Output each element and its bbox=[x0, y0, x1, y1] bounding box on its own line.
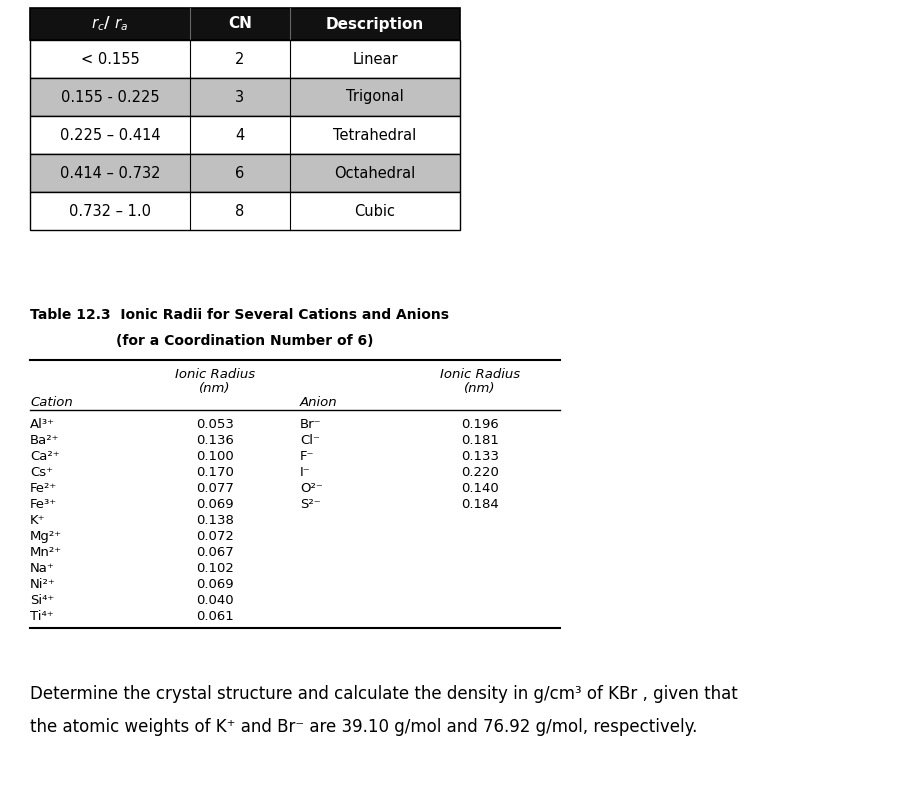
Text: Ti⁴⁺: Ti⁴⁺ bbox=[30, 610, 54, 623]
Text: Si⁴⁺: Si⁴⁺ bbox=[30, 594, 54, 607]
Text: Trigonal: Trigonal bbox=[346, 89, 404, 105]
Text: Fe³⁺: Fe³⁺ bbox=[30, 498, 57, 511]
Text: the atomic weights of K⁺ and Br⁻ are 39.10 g/mol and 76.92 g/mol, respectively.: the atomic weights of K⁺ and Br⁻ are 39.… bbox=[30, 718, 697, 736]
Text: Tetrahedral: Tetrahedral bbox=[333, 128, 416, 143]
Text: 0.220: 0.220 bbox=[461, 466, 498, 479]
Text: 0.414 – 0.732: 0.414 – 0.732 bbox=[60, 165, 160, 180]
Text: 0.072: 0.072 bbox=[196, 530, 234, 543]
Text: 0.069: 0.069 bbox=[196, 498, 233, 511]
Text: 0.102: 0.102 bbox=[196, 562, 234, 575]
Text: Cubic: Cubic bbox=[354, 203, 395, 219]
Bar bbox=[30, 40, 459, 78]
Text: 0.053: 0.053 bbox=[196, 418, 234, 431]
Text: Anion: Anion bbox=[300, 396, 337, 409]
Text: < 0.155: < 0.155 bbox=[80, 52, 139, 66]
Text: Linear: Linear bbox=[352, 52, 397, 66]
Text: 0.140: 0.140 bbox=[461, 482, 498, 495]
Text: 0.136: 0.136 bbox=[196, 434, 234, 447]
Text: (nm): (nm) bbox=[199, 382, 230, 395]
Text: Ni²⁺: Ni²⁺ bbox=[30, 578, 56, 591]
Text: I⁻: I⁻ bbox=[300, 466, 311, 479]
Text: Ca²⁺: Ca²⁺ bbox=[30, 450, 59, 463]
Text: Cs⁺: Cs⁺ bbox=[30, 466, 53, 479]
Text: 0.225 – 0.414: 0.225 – 0.414 bbox=[59, 128, 160, 143]
Text: 0.732 – 1.0: 0.732 – 1.0 bbox=[69, 203, 151, 219]
Text: Table 12.3  Ionic Radii for Several Cations and Anions: Table 12.3 Ionic Radii for Several Catio… bbox=[30, 308, 448, 322]
Text: F⁻: F⁻ bbox=[300, 450, 314, 463]
Text: Determine the crystal structure and calculate the density in g/cm³ of KBr , give: Determine the crystal structure and calc… bbox=[30, 685, 737, 703]
Text: Cation: Cation bbox=[30, 396, 73, 409]
Text: 2: 2 bbox=[235, 52, 244, 66]
Text: 8: 8 bbox=[235, 203, 244, 219]
Text: Ba²⁺: Ba²⁺ bbox=[30, 434, 59, 447]
Text: 3: 3 bbox=[235, 89, 244, 105]
Text: 0.184: 0.184 bbox=[461, 498, 498, 511]
Text: CN: CN bbox=[228, 17, 251, 31]
Bar bbox=[30, 116, 459, 154]
Text: Na⁺: Na⁺ bbox=[30, 562, 55, 575]
Bar bbox=[30, 78, 459, 116]
Text: Fe²⁺: Fe²⁺ bbox=[30, 482, 57, 495]
Text: 6: 6 bbox=[235, 165, 244, 180]
Text: S²⁻: S²⁻ bbox=[300, 498, 321, 511]
Text: Al³⁺: Al³⁺ bbox=[30, 418, 55, 431]
Text: 4: 4 bbox=[235, 128, 244, 143]
Text: 0.170: 0.170 bbox=[196, 466, 234, 479]
Bar bbox=[30, 154, 459, 192]
Text: 0.100: 0.100 bbox=[196, 450, 233, 463]
Text: 0.040: 0.040 bbox=[196, 594, 233, 607]
Text: Mg²⁺: Mg²⁺ bbox=[30, 530, 62, 543]
Text: 0.069: 0.069 bbox=[196, 578, 233, 591]
Text: 0.077: 0.077 bbox=[196, 482, 234, 495]
Text: 0.067: 0.067 bbox=[196, 546, 233, 559]
Text: 0.181: 0.181 bbox=[461, 434, 498, 447]
Text: 0.133: 0.133 bbox=[460, 450, 498, 463]
Text: Ionic Radius: Ionic Radius bbox=[439, 368, 519, 381]
Text: 0.061: 0.061 bbox=[196, 610, 233, 623]
Text: 0.138: 0.138 bbox=[196, 514, 234, 527]
Text: O²⁻: O²⁻ bbox=[300, 482, 322, 495]
Bar bbox=[30, 8, 459, 40]
Text: Description: Description bbox=[325, 17, 424, 31]
Text: Br⁻: Br⁻ bbox=[300, 418, 322, 431]
Text: K⁺: K⁺ bbox=[30, 514, 46, 527]
Text: Cl⁻: Cl⁻ bbox=[300, 434, 320, 447]
Bar bbox=[30, 192, 459, 230]
Text: 0.155 - 0.225: 0.155 - 0.225 bbox=[61, 89, 159, 105]
Text: 0.196: 0.196 bbox=[461, 418, 498, 431]
Text: Octahedral: Octahedral bbox=[334, 165, 415, 180]
Text: $r_c$/ $r_a$: $r_c$/ $r_a$ bbox=[91, 14, 128, 34]
Text: (nm): (nm) bbox=[464, 382, 496, 395]
Text: Ionic Radius: Ionic Radius bbox=[175, 368, 255, 381]
Text: Mn²⁺: Mn²⁺ bbox=[30, 546, 62, 559]
Text: (for a Coordination Number of 6): (for a Coordination Number of 6) bbox=[116, 334, 374, 348]
